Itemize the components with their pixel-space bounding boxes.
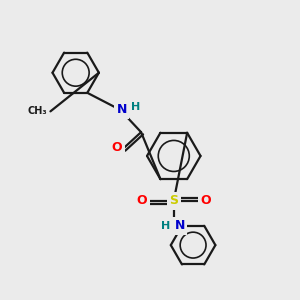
Text: CH₃: CH₃ <box>28 106 47 116</box>
Text: S: S <box>169 194 178 207</box>
Text: O: O <box>111 140 122 154</box>
Text: O: O <box>200 194 211 207</box>
Text: N: N <box>117 103 127 116</box>
Text: H: H <box>161 221 170 231</box>
Text: H: H <box>130 102 140 112</box>
Text: N: N <box>175 219 185 232</box>
Text: O: O <box>137 194 147 207</box>
